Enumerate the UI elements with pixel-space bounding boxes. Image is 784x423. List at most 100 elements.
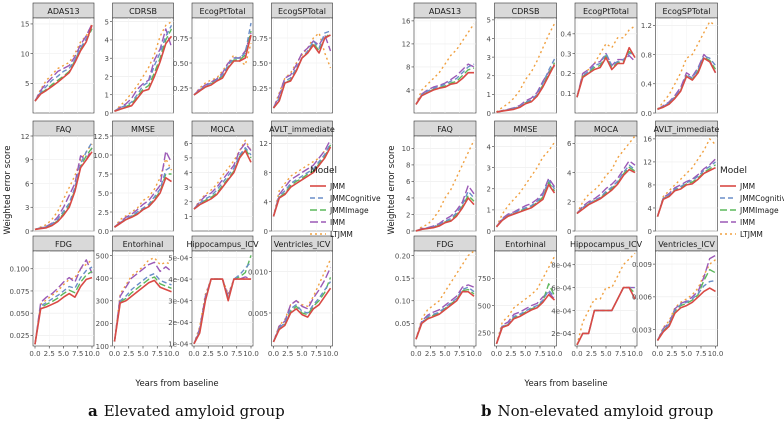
y-tick-label: 0.50 — [252, 60, 268, 68]
series-line-jmm — [193, 149, 252, 210]
y-tick-label: 0.1 — [560, 90, 571, 98]
series-line-jmm — [657, 57, 717, 111]
y-tick-label: 4 — [406, 87, 411, 95]
y-tick-label: 500 — [478, 302, 491, 310]
series-line-ltjmm — [495, 256, 556, 344]
y-tick-label: 12 — [643, 159, 652, 167]
series-line-ltjmm — [656, 138, 716, 217]
series-line-jmm — [34, 151, 93, 231]
series-line-imm — [193, 32, 252, 96]
panel-title: CDRSB — [129, 7, 157, 16]
x-tick-label: 5.0 — [137, 350, 148, 358]
series-line-imm — [656, 254, 716, 341]
caption-b: b Non-elevated amyloid group — [481, 402, 713, 420]
y-tick-label: 0 — [487, 110, 491, 118]
x-tick-label: 5.0 — [58, 350, 69, 358]
x-tick-label: 5.0 — [520, 350, 531, 358]
panel-title: Entorhinal — [505, 240, 546, 249]
series-line-ltjmm — [114, 21, 172, 112]
y-tick-label: 10.0 — [93, 152, 109, 160]
panel-title: Ventricles_ICV — [658, 240, 715, 249]
x-tick-label: 0.0 — [109, 350, 120, 358]
y-tick-label: 0.025 — [9, 332, 29, 340]
series-line-jmm — [415, 197, 475, 232]
y-tick-label: 4e-04 — [551, 307, 572, 315]
x-tick-label: 7.5 — [695, 350, 706, 358]
caption-text-a: Elevated amyloid group — [103, 402, 285, 420]
y-tick-label: 12.5 — [93, 133, 109, 141]
y-tick-label: 2 — [406, 211, 410, 219]
y-tick-label: 3 — [105, 55, 109, 63]
legend-label: JMMImage — [739, 206, 779, 215]
x-axis-label: Years from baseline — [523, 379, 607, 389]
x-tick-label: 2.5 — [586, 350, 597, 358]
series-line-imm — [495, 177, 556, 228]
x-tick-label: 10.0 — [164, 350, 180, 358]
caption-a: a Elevated amyloid group — [88, 402, 285, 420]
series-line-jmmcognitive — [272, 142, 332, 217]
legend-label: IMM — [740, 218, 755, 227]
y-tick-label: 0.0 — [641, 110, 652, 118]
y-tick-label: 1 — [184, 213, 188, 221]
series-line-ltjmm — [415, 139, 475, 232]
panel-ecogpttotal: EcogPtTotal 0.1 0.2 0.3 0.4 — [560, 2, 638, 114]
y-tick-label: 5 — [25, 80, 29, 88]
panel-title: Hippocampus_ICV — [570, 240, 643, 249]
panel-title: FAQ — [437, 125, 453, 134]
y-tick-label: 0.050 — [9, 310, 29, 318]
y-tick-label: 0.4 — [641, 81, 653, 89]
series-line-jmm — [272, 146, 332, 217]
series-line-ltjmm — [34, 23, 93, 102]
series-line-jmm — [495, 183, 556, 228]
panel-title: EcogPtTotal — [199, 7, 245, 16]
panel-ventricles-icv: Ventricles_ICV 0.003 0.006 0.009 0.0 2.5 5.0 7.… — [632, 235, 723, 358]
series-line-imm — [114, 28, 173, 112]
y-tick-label: 2.5 — [98, 209, 109, 217]
x-tick-label: 2.5 — [282, 350, 293, 358]
y-tick-label: 16 — [643, 136, 652, 144]
y-tick-label: 0.25 — [252, 85, 268, 93]
y-tick-label: 200 — [96, 320, 109, 328]
y-tick-label: 4 — [487, 35, 492, 43]
panel-title: FDG — [437, 240, 454, 249]
panel-avlt-immediate: AVLT_immediate 0 4 8 12 16 — [643, 120, 719, 236]
y-tick-label: 400 — [96, 275, 109, 283]
series-line-jmmcognitive — [193, 146, 252, 210]
legend-label: JMM — [739, 182, 755, 191]
series-line-ltjmm — [576, 25, 636, 98]
panel-ventricles-icv: Ventricles_ICV 0.005 0.010 0.0 2.5 5.0 7.5 10.0 — [248, 235, 339, 358]
y-tick-label: 3 — [487, 54, 491, 62]
x-tick-label: 10.0 — [323, 350, 339, 358]
y-tick-label: 2e-04 — [551, 330, 572, 338]
x-tick-label: 10.0 — [466, 350, 482, 358]
x-tick-label: 2.5 — [505, 350, 516, 358]
y-tick-label: 2 — [105, 73, 109, 81]
y-tick-label: 5e-04 — [168, 254, 189, 262]
y-tick-label: 8 — [406, 64, 410, 72]
y-tick-label: 3 — [487, 164, 491, 172]
y-tick-label: 4 — [184, 169, 189, 177]
x-tick-label: 5.0 — [296, 350, 307, 358]
series-line-jmmcognitive — [415, 286, 475, 340]
y-tick-label: 7.5 — [98, 171, 109, 179]
series-line-jmm — [415, 71, 474, 105]
y-tick-label: 6 — [25, 180, 30, 188]
x-tick-label: 7.5 — [454, 350, 465, 358]
series-line-jmmcognitive — [495, 179, 556, 228]
caption-text-b: Non-elevated amyloid group — [497, 402, 714, 420]
panel-moca: MOCA 1 2 3 4 5 6 — [184, 120, 254, 232]
caption-letter-b: b — [481, 402, 492, 420]
series-line-jmm — [576, 46, 636, 98]
series-line-jmm — [272, 287, 332, 343]
y-tick-label: 0.2 — [560, 70, 571, 78]
series-line-ltjmm — [193, 139, 252, 210]
y-tick-label: 8e-04 — [551, 262, 572, 270]
panel-title: MMSE — [131, 125, 155, 134]
y-tick-label: 0 — [567, 228, 571, 236]
y-tick-label: 4 — [264, 199, 269, 207]
y-tick-label: 0 — [487, 228, 491, 236]
y-tick-label: 250 — [478, 330, 491, 338]
y-tick-label: 0 — [264, 228, 268, 236]
y-tick-label: 3 — [184, 184, 188, 192]
